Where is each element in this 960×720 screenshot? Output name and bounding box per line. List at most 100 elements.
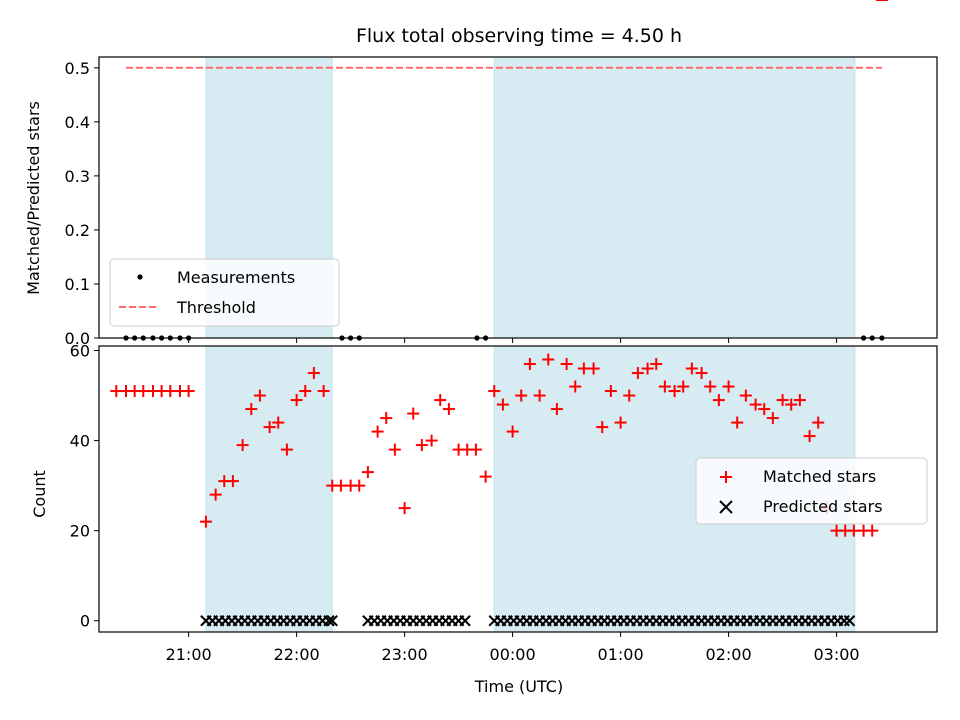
chart-title: Flux total observing time = 4.50 h — [356, 25, 682, 47]
matched-stars-point — [631, 367, 644, 380]
legend-matched-stars-label: Matched stars — [763, 467, 876, 486]
legend-predicted-stars-marker — [719, 500, 733, 514]
ratio-shaded-regions — [205, 56, 856, 339]
matched-stars-point — [236, 439, 249, 452]
matched-stars-point — [677, 380, 690, 393]
ratio-ytick-label: 0.2 — [65, 221, 90, 240]
legend-measurements-marker — [137, 274, 143, 280]
matched-stars-point — [812, 416, 825, 429]
ratio-ytick-label: 0.1 — [65, 275, 90, 294]
count-y-axis-label: Count — [30, 470, 49, 518]
matched-stars-point — [623, 389, 636, 402]
matched-stars-point — [253, 389, 266, 402]
matched-stars-point — [380, 412, 393, 425]
matched-stars-point — [803, 430, 816, 443]
matched-stars-point — [776, 394, 789, 407]
xtick-label: 23:00 — [382, 645, 428, 664]
matched-stars-point — [182, 385, 195, 398]
matched-stars-point — [245, 403, 258, 416]
count-panel: 0 20 40 60 21:00 22:00 23:00 00:00 01:00 02:00 03… — [30, 0, 938, 696]
count-ytick-label: 40 — [70, 432, 90, 451]
matched-stars-point — [407, 407, 420, 420]
matched-stars-point — [542, 353, 555, 366]
count-plot-frame — [98, 345, 938, 633]
matched-stars-point — [685, 362, 698, 375]
matched-stars-point — [388, 443, 401, 456]
ratio-ytick-label: 0.5 — [65, 59, 90, 78]
matched-stars-point — [496, 398, 509, 411]
ratio-legend: Measurements Threshold — [109, 258, 340, 327]
count-ytick-label: 20 — [70, 522, 90, 541]
xtick-label: 22:00 — [274, 645, 320, 664]
matched-stars-point — [280, 443, 293, 456]
x-axis-label: Time (UTC) — [474, 677, 563, 696]
matched-stars-point — [785, 398, 798, 411]
matched-stars-point — [307, 367, 320, 380]
matched-stars-point — [317, 385, 330, 398]
matched-stars-point — [658, 380, 671, 393]
ratio-legend-box — [109, 258, 340, 327]
xtick-label: 02:00 — [706, 645, 752, 664]
count-legend-box — [695, 457, 928, 525]
matched-stars-point — [226, 475, 239, 488]
predicted-stars-point — [459, 615, 471, 627]
matched-stars-point — [442, 403, 455, 416]
matched-stars-point — [299, 385, 312, 398]
matched-stars-point — [533, 389, 546, 402]
matched-stars-point — [199, 515, 212, 528]
matched-stars-point — [361, 466, 374, 479]
ratio-ytick-label: 0.3 — [65, 167, 90, 186]
matched-stars-point — [523, 358, 536, 371]
matched-stars-point — [641, 362, 654, 375]
matched-stars-point — [731, 416, 744, 429]
legend-measurements-label: Measurements — [177, 268, 295, 287]
matched-stars-point — [668, 385, 681, 398]
ratio-plot-frame — [98, 56, 938, 339]
xtick-label: 03:00 — [814, 645, 860, 664]
matched-stars-point — [758, 403, 771, 416]
count-x-axis: 21:00 22:00 23:00 00:00 01:00 02:00 03:00 — [166, 632, 860, 664]
legend-predicted-stars-label: Predicted stars — [763, 497, 883, 516]
matched-stars-point — [766, 412, 779, 425]
matched-stars-point — [722, 380, 735, 393]
matched-stars-point — [506, 425, 519, 438]
matched-stars-point — [488, 385, 501, 398]
matched-stars-point — [434, 394, 447, 407]
ratio-shaded-interval-1 — [493, 56, 856, 339]
predicted-stars-point — [323, 615, 335, 627]
ratio-y-axis-label: Matched/Predicted stars — [24, 101, 43, 295]
matched-stars-point — [469, 443, 482, 456]
count-y-axis: 0 20 40 60 — [70, 342, 99, 631]
count-legend: Matched stars Predicted stars — [695, 457, 928, 525]
matched-stars-point — [209, 488, 222, 501]
matched-stars-point — [739, 389, 752, 402]
matched-stars-point — [604, 385, 617, 398]
matched-stars-point — [479, 470, 492, 483]
matched-stars-point — [587, 362, 600, 375]
matched-stars-point — [749, 398, 762, 411]
matched-stars-point — [866, 524, 879, 537]
matched-stars-point — [712, 394, 725, 407]
matched-stars-point — [596, 421, 609, 434]
ratio-panel: 0.0 0.1 0.2 0.3 0.4 0.5 Matched/Predicted sta… — [24, 56, 938, 348]
predicted-stars-point — [843, 615, 856, 627]
ratio-ytick-label: 0.0 — [65, 329, 90, 348]
matched-stars-point — [695, 367, 708, 380]
count-plot-marks — [110, 0, 888, 627]
matched-stars-point — [425, 434, 438, 447]
ratio-ytick-label: 0.4 — [65, 113, 90, 132]
matched-stars-point — [272, 416, 285, 429]
count-ytick-label: 60 — [70, 342, 90, 361]
count-shaded-interval-0 — [205, 345, 333, 633]
matched-stars-point — [415, 439, 428, 452]
xtick-label: 21:00 — [166, 645, 212, 664]
legend-threshold-label: Threshold — [176, 298, 256, 317]
legend-matched-stars-marker — [720, 471, 732, 483]
matched-stars-point — [560, 358, 573, 371]
matched-stars-point — [569, 380, 582, 393]
matched-stars-point — [353, 479, 366, 492]
matched-stars-point — [515, 389, 528, 402]
matched-stars-point — [614, 416, 627, 429]
ratio-x-ticks — [188, 338, 838, 343]
